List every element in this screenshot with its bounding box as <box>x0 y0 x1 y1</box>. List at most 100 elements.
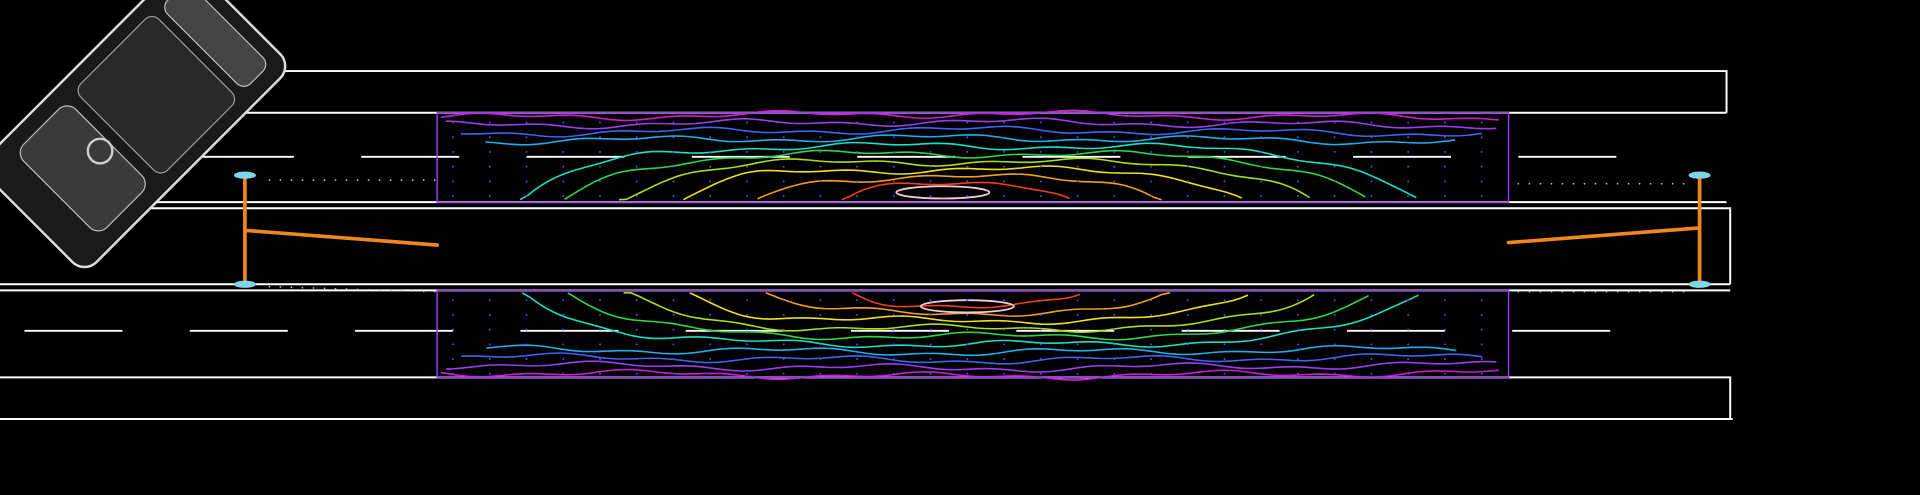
grid-point <box>1113 195 1116 198</box>
grid-point <box>488 299 491 302</box>
guide-dot <box>411 179 414 181</box>
grid-point <box>1003 180 1006 183</box>
grid-point <box>1223 358 1226 360</box>
grid-point <box>1260 195 1263 198</box>
grid-point <box>599 180 601 183</box>
grid-point <box>1260 150 1263 153</box>
contour-lines <box>440 109 1499 381</box>
guide-dot <box>389 179 392 181</box>
grid-point <box>782 121 785 124</box>
grid-point <box>1186 136 1189 139</box>
grid-point <box>745 358 748 360</box>
grid-point <box>1003 150 1006 153</box>
grid-point <box>709 150 712 153</box>
guide-dot <box>1572 182 1575 185</box>
grid-point <box>966 195 969 198</box>
grid-point <box>452 358 455 360</box>
guide-dot <box>1572 290 1575 293</box>
grid-point <box>1296 150 1299 153</box>
grid-point <box>929 372 932 375</box>
guide-dot <box>1616 290 1619 293</box>
guide-dot <box>312 179 315 181</box>
guide-dot <box>389 289 392 292</box>
guide-dot <box>1627 290 1630 293</box>
grid-point <box>1186 165 1189 168</box>
grid-point <box>672 328 675 331</box>
grid-point <box>1260 136 1263 139</box>
grid-point <box>709 180 712 183</box>
guide-dot <box>1605 290 1608 293</box>
guide-dot <box>301 286 304 289</box>
grid-point <box>1333 328 1336 331</box>
isolux-contour <box>623 292 1315 333</box>
grid-point <box>672 358 675 360</box>
grid-point <box>1076 165 1079 168</box>
grid-point <box>1003 343 1006 346</box>
grid-point <box>452 299 455 302</box>
grid-point <box>1039 165 1042 168</box>
grid-point <box>1150 150 1152 153</box>
grid-point <box>1296 180 1299 183</box>
grid-point <box>1223 121 1226 124</box>
grid-point <box>599 328 601 331</box>
guide-dot <box>411 290 414 292</box>
grid-point <box>966 136 969 139</box>
luminaire-head <box>233 280 256 288</box>
grid-point <box>966 121 969 124</box>
grid-point <box>819 136 822 139</box>
grid-point <box>1296 299 1299 302</box>
grid-point <box>1223 165 1226 168</box>
grid-point <box>1076 299 1079 302</box>
grid-point <box>525 328 528 331</box>
grid-point <box>1113 372 1116 375</box>
grid-point <box>1260 180 1263 183</box>
grid-point <box>1113 150 1116 153</box>
grid-point <box>1407 372 1410 375</box>
grid-point <box>856 180 859 183</box>
grid-point <box>892 372 895 375</box>
grid-point <box>1150 372 1152 375</box>
grid-point <box>1076 343 1079 346</box>
grid-point <box>525 165 528 168</box>
grid-point <box>525 180 528 183</box>
grid-point <box>599 358 601 360</box>
guide-dot <box>1517 182 1520 185</box>
grid-point <box>452 150 455 153</box>
grid-point <box>1296 121 1299 124</box>
grid-point <box>782 358 785 360</box>
isolux-contour <box>841 181 1070 201</box>
grid-point <box>1186 195 1189 198</box>
grid-point <box>856 165 859 168</box>
grid-point <box>745 180 748 183</box>
grid-point <box>1003 136 1006 139</box>
grid-point <box>1370 136 1373 139</box>
grid-point <box>525 343 528 346</box>
grid-point <box>525 195 528 198</box>
pole-arm <box>243 173 439 287</box>
grid-point <box>1480 358 1483 360</box>
guide-dot <box>1671 290 1674 293</box>
grid-point <box>452 136 455 139</box>
grid-point <box>1407 343 1410 346</box>
grid-point <box>1150 299 1152 302</box>
grid-point <box>1186 313 1189 316</box>
guide-dot <box>334 179 337 181</box>
isolux-contour <box>440 109 1499 122</box>
grid-point <box>1260 358 1263 360</box>
grid-point <box>892 180 895 183</box>
grid-point <box>1113 328 1116 331</box>
grid-point <box>709 343 712 346</box>
grid-point <box>1150 313 1152 316</box>
guide-dot <box>422 290 425 293</box>
grid-point <box>672 299 675 302</box>
guide-dot <box>345 288 348 290</box>
grid-point <box>1407 180 1410 183</box>
grid-point <box>635 358 638 360</box>
grid-point <box>929 358 932 360</box>
grid-point <box>525 372 528 375</box>
car-detail <box>86 137 114 165</box>
grid-point <box>1333 313 1336 316</box>
grid-point <box>1150 136 1152 139</box>
grid-point <box>672 150 675 153</box>
guide-dot <box>1583 290 1586 293</box>
